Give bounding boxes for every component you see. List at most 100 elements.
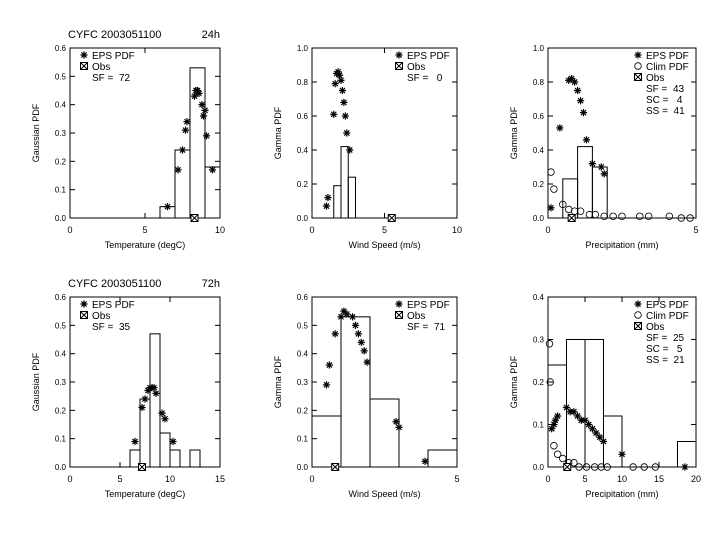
clim-pdf-point [677,214,685,222]
obs-marker [138,463,146,471]
clim-pdf-point [600,212,608,220]
obs-marker [563,463,572,471]
clim-pdf-point [570,459,578,467]
obs-marker [567,214,576,222]
eps-pdf-point [174,166,182,174]
legend-obs-label: Obs [407,62,425,73]
legend-obs-symbol [634,73,642,81]
eps-pdf-point [337,76,345,84]
x-tick-label: 10 [215,225,225,235]
eps-pdf-point [343,129,351,137]
skill-score-label: SF = 25 [646,333,685,344]
legend-eps-symbol [395,300,403,308]
legend-obs-symbol [395,62,403,70]
eps-pdf-point [596,433,604,441]
pdf-panel-6: 0 5 10 15 20 0.0 0.1 0.2 0.3 0.4 Precipitation (mm… [509,293,701,499]
x-tick-label: 10 [617,474,627,484]
y-tick-label: 0.4 [533,293,545,302]
skill-score-label: SF = 71 [407,322,446,333]
eps-pdf-point [131,437,139,446]
y-tick-label: 1.0 [533,44,545,53]
eps-pdf-point [198,101,206,109]
y-tick-label: 0.0 [297,214,309,223]
y-tick-label: 0.2 [297,180,309,189]
pdf-panel-2: 0 5 10 0.0 0.2 0.4 0.6 0.8 1.0 Wind Speed (m/s) Ga… [273,44,462,250]
eps-pdf-point [556,124,564,132]
y-tick-label: 0.6 [55,293,67,302]
eps-pdf-point [597,163,605,171]
y-tick-label: 0.3 [297,378,309,387]
legend-obs-label: Obs [646,73,664,84]
y-tick-label: 0.0 [297,463,309,472]
eps-pdf-point [582,136,591,144]
legend-eps-symbol [395,51,403,59]
legend-eps-symbol [80,300,88,308]
legend-eps-pdf-label: EPS PDF [92,51,135,62]
y-tick-label: 0.1 [297,435,309,444]
y-axis-title: Gaussian PDF [31,352,41,411]
clim-pdf-point [582,463,591,471]
axis-frame [547,47,697,219]
y-tick-label: 0.5 [55,72,67,81]
eps-pdf-point [599,437,608,446]
eps-pdf-point [571,78,579,86]
y-tick-label: 0.2 [297,406,309,415]
legend-clim-pdf-label: Clim PDF [646,311,689,322]
x-tick-label: 5 [454,474,459,484]
y-tick-label: 0.4 [55,101,67,110]
legend-obs-symbol [80,62,88,70]
y-tick-label: 0.4 [533,146,545,155]
clim-pdf-point [651,463,659,471]
x-tick-label: 10 [165,474,175,484]
x-axis-title: Temperature (degC) [105,240,186,250]
legend-obs-label: Obs [407,311,425,322]
clim-pdf-point [591,210,600,219]
eps-pdf-point [195,89,203,97]
eps-pdf-point [547,204,555,212]
clim-pdf-point [546,378,554,386]
eps-pdf-point [421,457,429,465]
legend-obs-symbol [395,311,403,319]
x-tick-label: 15 [654,474,664,484]
y-tick-label: 0.2 [55,157,67,166]
x-axis-title: Precipitation (mm) [585,240,658,250]
skill-score-label: SF = 72 [92,73,131,84]
eps-pdf-point [341,112,349,120]
y-tick-label: 0.3 [55,129,67,138]
y-tick-label: 0.8 [297,78,309,87]
y-axis-title: Gamma PDF [509,355,519,408]
clim-pdf-point [640,463,648,471]
x-tick-label: 0 [545,225,550,235]
eps-pdf-point [163,203,172,211]
skill-score-label: SS = 21 [646,355,685,366]
skill-score-label: SF = 0 [407,73,443,84]
legend-clim-symbol [634,311,642,319]
skill-score-label: SF = 35 [92,322,131,333]
y-tick-label: 0.6 [55,44,67,53]
eps-pdf-point [349,313,357,321]
x-tick-label: 5 [142,225,147,235]
clim-pdf-point [576,207,585,215]
clim-pdf-point [559,200,567,209]
clim-pdf-point [585,210,594,219]
legend-clim-pdf-label: Clim PDF [646,62,689,73]
clim-pdf-point [609,212,617,220]
y-tick-label: 0.2 [533,180,545,189]
x-tick-label: 5 [693,225,698,235]
y-tick-label: 0.0 [55,214,67,223]
obs-marker [190,214,199,222]
eps-pdf-point [340,98,348,106]
pdf-panel-3: 0 5 0.0 0.2 0.4 0.6 0.8 1.0 Precipitation (mm) Ga… [509,44,699,250]
y-tick-label: 0.1 [55,186,67,195]
x-axis-title: Precipitation (mm) [585,489,658,499]
eps-pdf-point [141,395,149,403]
eps-pdf-point [178,146,187,154]
clim-pdf-point [550,442,558,450]
clim-pdf-point [636,212,644,220]
y-tick-label: 0.6 [533,112,545,121]
eps-pdf-point [325,361,333,369]
x-tick-label: 0 [309,474,314,484]
clim-pdf-point [665,212,674,220]
